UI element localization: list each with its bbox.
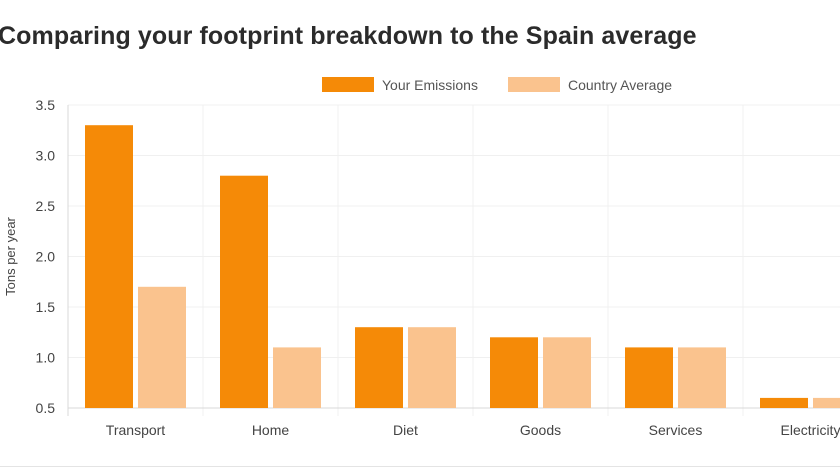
y-tick-label: 3.5	[36, 97, 56, 113]
bar-your-emissions	[625, 347, 673, 408]
legend: Your Emissions Country Average	[322, 77, 672, 93]
bar-country-average	[543, 337, 591, 408]
bar-country-average	[273, 347, 321, 408]
y-tick-label: 0.5	[36, 400, 56, 416]
bar-country-average	[408, 327, 456, 408]
bar-country-average	[138, 286, 186, 408]
bar-country-average	[813, 397, 840, 408]
bar-your-emissions	[220, 175, 268, 408]
bar-your-emissions	[85, 125, 133, 408]
x-tick-label: Transport	[106, 422, 166, 438]
legend-swatch	[508, 77, 560, 92]
chart-title: Comparing your footprint breakdown to th…	[0, 22, 697, 50]
x-tick-label: Services	[649, 422, 703, 438]
legend-swatch	[322, 77, 374, 92]
axes: 0.5 1.0 1.5 2.0 2.5 3.0 3.5 Tons per year Transp…	[3, 97, 840, 438]
y-tick-label: 3.0	[36, 148, 56, 164]
bar-country-average	[678, 347, 726, 408]
y-tick-label: 1.5	[36, 299, 56, 315]
x-tick-label: Electricity	[781, 422, 840, 438]
bars	[85, 125, 840, 408]
x-tick-label: Home	[252, 422, 290, 438]
y-tick-label: 2.5	[36, 198, 56, 214]
x-tick-label: Goods	[520, 422, 561, 438]
y-tick-label: 1.0	[36, 350, 56, 366]
y-tick-label: 2.0	[36, 249, 56, 265]
y-axis-title: Tons per year	[3, 216, 18, 295]
bar-your-emissions	[490, 337, 538, 408]
bar-your-emissions	[355, 327, 403, 408]
legend-label: Country Average	[568, 77, 672, 93]
x-tick-label: Diet	[393, 422, 418, 438]
legend-label: Your Emissions	[382, 77, 478, 93]
bar-your-emissions	[760, 397, 808, 408]
divider	[0, 466, 840, 467]
